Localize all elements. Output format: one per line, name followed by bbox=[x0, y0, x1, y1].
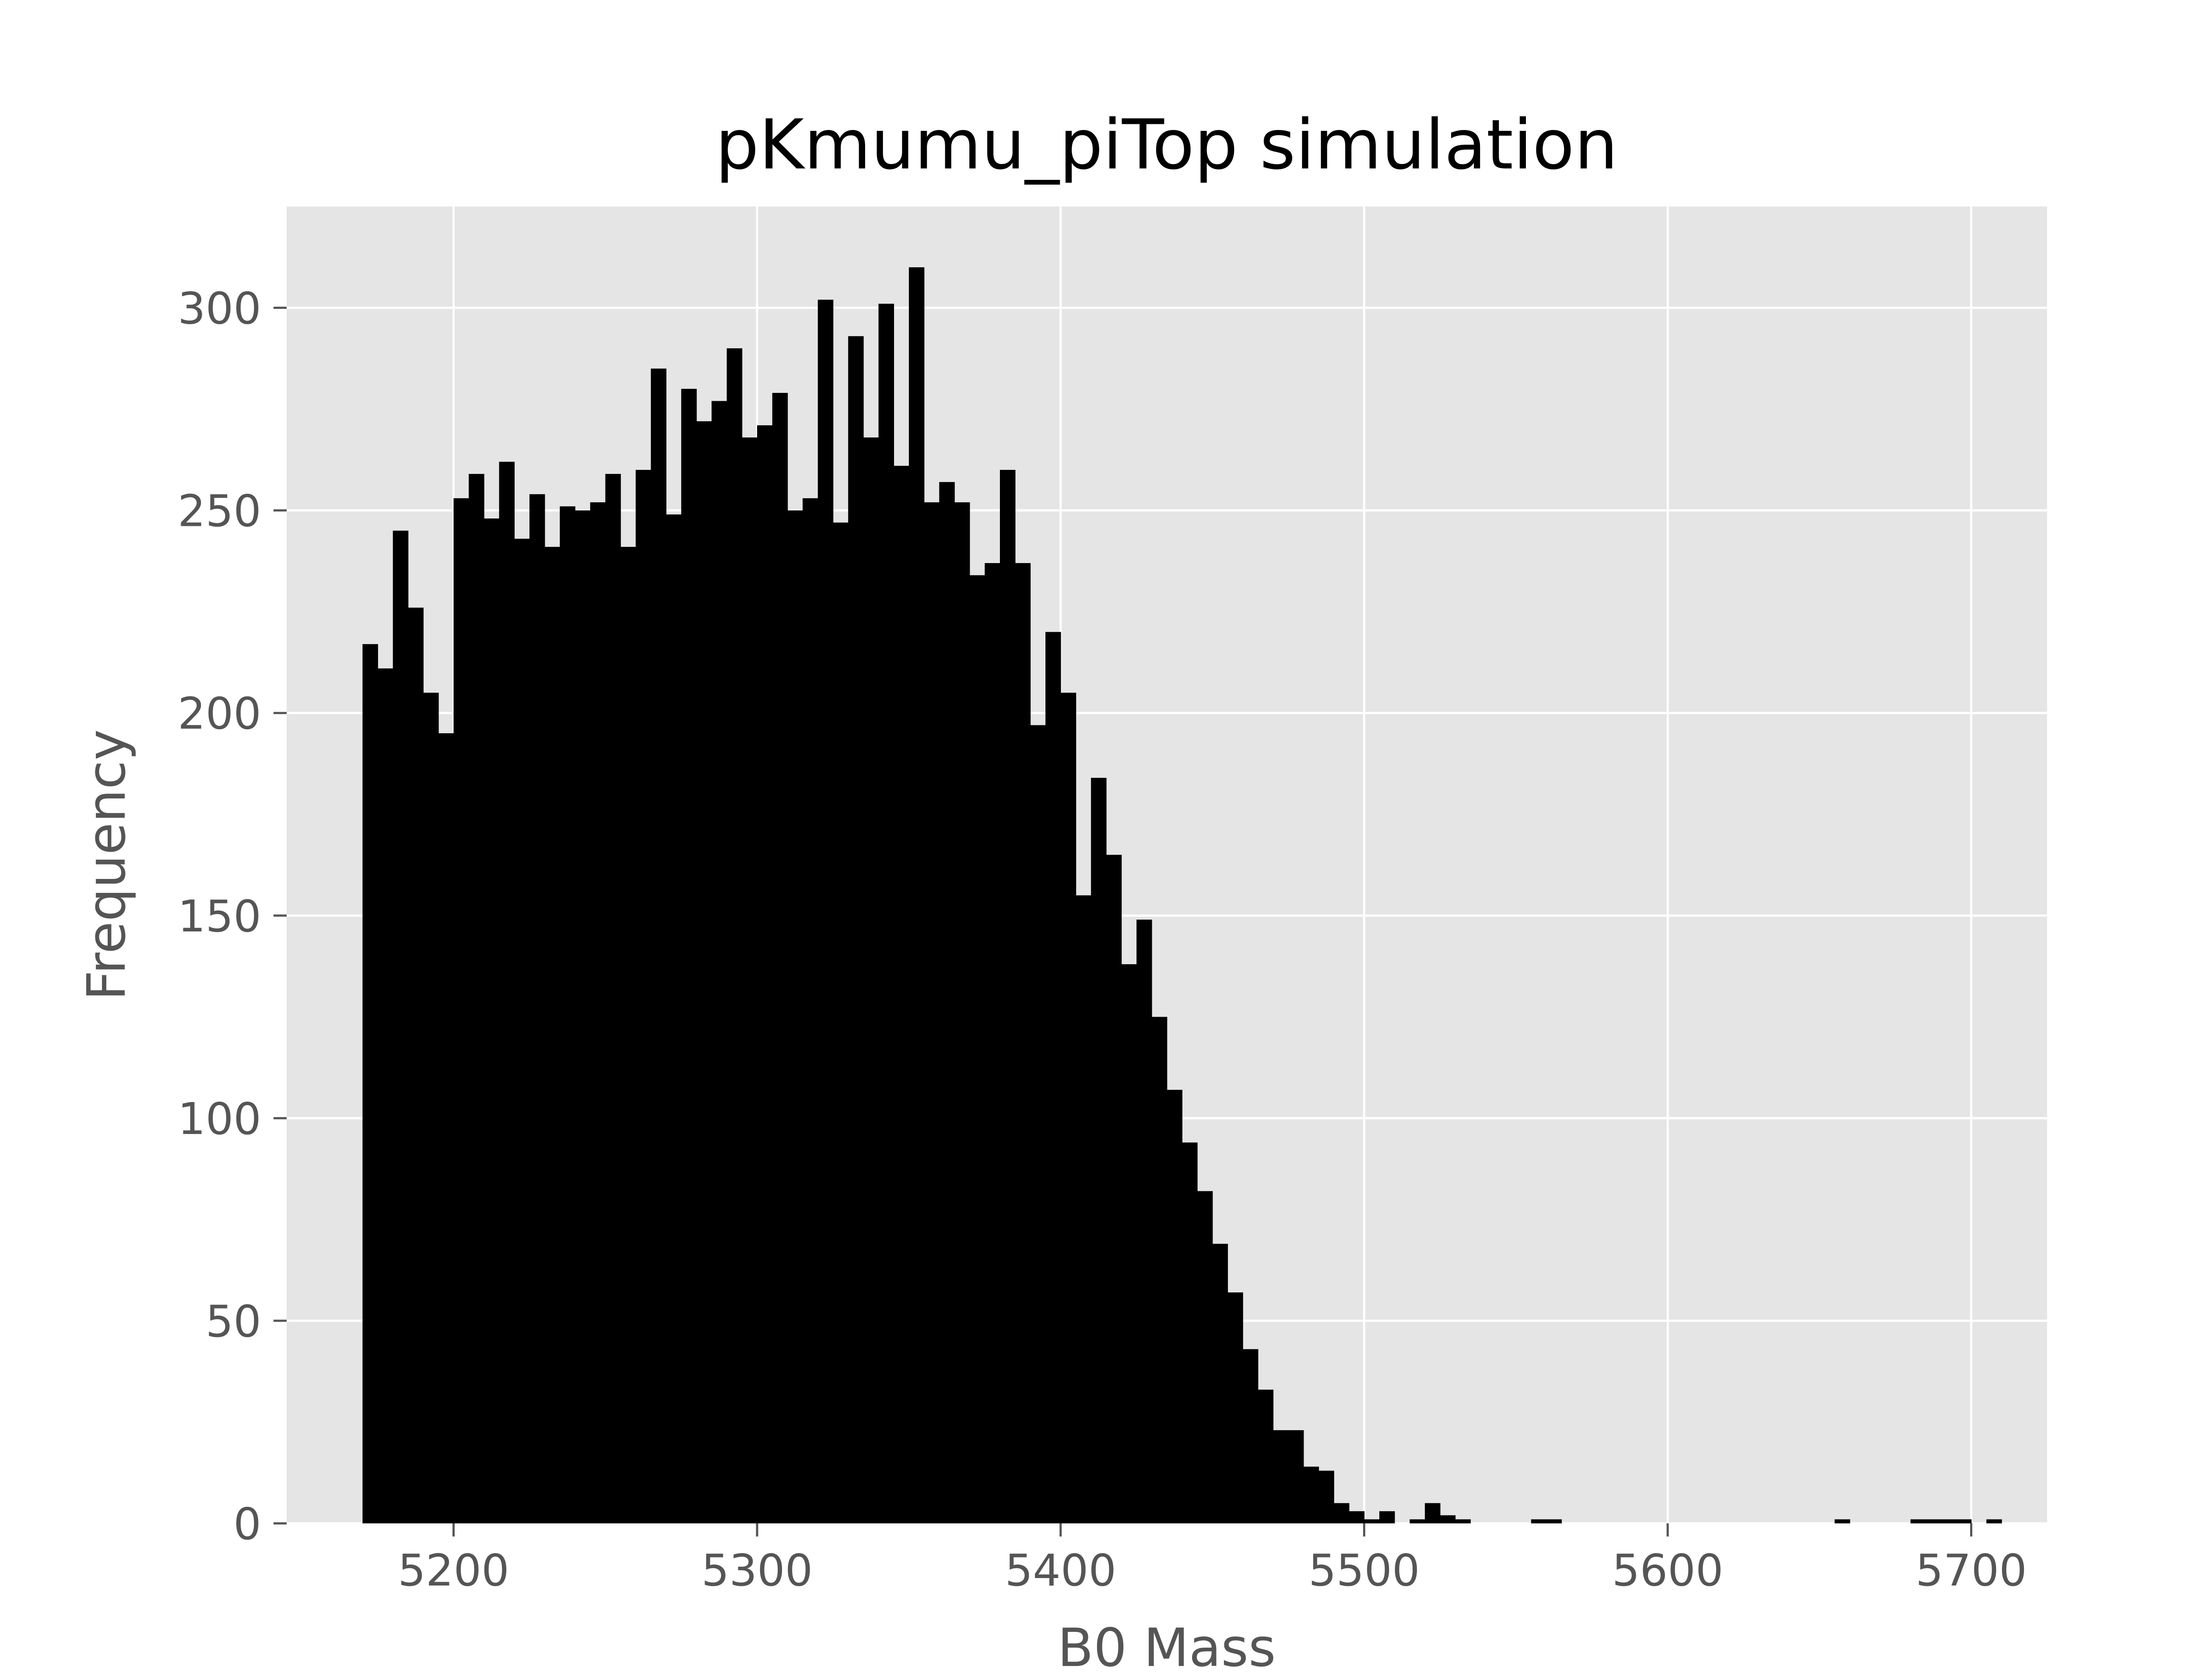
histogram-bar bbox=[1349, 1511, 1365, 1523]
histogram-bar bbox=[1121, 964, 1137, 1523]
histogram-bar bbox=[1000, 470, 1016, 1523]
histogram-bar bbox=[726, 348, 743, 1524]
histogram-bar bbox=[939, 482, 955, 1523]
histogram-bar bbox=[1015, 563, 1031, 1523]
histogram-bar bbox=[469, 474, 484, 1523]
histogram-bars bbox=[362, 267, 2002, 1524]
histogram-bar bbox=[1258, 1390, 1274, 1523]
histogram-bar bbox=[1956, 1519, 1972, 1523]
y-tick-label: 250 bbox=[178, 486, 261, 537]
histogram-bar bbox=[833, 522, 849, 1524]
histogram-bar bbox=[681, 388, 697, 1523]
histogram-bar bbox=[362, 644, 378, 1523]
histogram-bar bbox=[1212, 1243, 1228, 1523]
histogram-bar bbox=[378, 668, 393, 1523]
histogram-bar bbox=[803, 498, 818, 1523]
histogram-bar bbox=[712, 401, 727, 1524]
histogram-bar bbox=[1333, 1503, 1350, 1523]
histogram-bar bbox=[514, 539, 530, 1523]
histogram-bar bbox=[1242, 1349, 1259, 1523]
y-tick-label: 300 bbox=[178, 283, 261, 334]
histogram-bar bbox=[1318, 1470, 1334, 1523]
histogram-bar bbox=[529, 494, 545, 1523]
histogram-bar bbox=[1455, 1519, 1471, 1523]
histogram-bar bbox=[1182, 1142, 1198, 1523]
histogram-bar bbox=[1227, 1292, 1243, 1523]
histogram-bar bbox=[453, 498, 469, 1523]
y-tick-label: 0 bbox=[233, 1498, 261, 1550]
x-axis-label: B0 Mass bbox=[1058, 1618, 1276, 1679]
histogram-bar bbox=[1076, 895, 1091, 1523]
histogram-bar bbox=[1288, 1430, 1304, 1523]
histogram-bar bbox=[908, 267, 925, 1523]
chart-title: pKmumu_piTop simulation bbox=[715, 105, 1618, 185]
histogram-bar bbox=[1925, 1519, 1942, 1523]
histogram-bar bbox=[1045, 632, 1061, 1523]
histogram-bar bbox=[757, 425, 773, 1523]
histogram-bar bbox=[1106, 854, 1122, 1523]
x-tick-label: 5600 bbox=[1612, 1545, 1724, 1596]
histogram-bar bbox=[1136, 920, 1152, 1523]
histogram-bar bbox=[742, 437, 757, 1523]
histogram-bar bbox=[1425, 1503, 1441, 1523]
histogram-bar bbox=[1910, 1519, 1926, 1523]
histogram-bar bbox=[787, 510, 803, 1524]
histogram-bar bbox=[1834, 1519, 1850, 1523]
histogram-bar bbox=[423, 693, 439, 1523]
histogram-bar bbox=[484, 518, 500, 1523]
histogram-bar bbox=[772, 393, 788, 1523]
histogram-bar bbox=[848, 336, 864, 1524]
histogram-bar bbox=[1273, 1430, 1289, 1523]
histogram-bar bbox=[393, 530, 409, 1523]
histogram-bar bbox=[1091, 777, 1107, 1523]
histogram-bar bbox=[817, 300, 834, 1523]
histogram-bar bbox=[635, 470, 652, 1523]
histogram-bar bbox=[1060, 693, 1076, 1523]
histogram-bar bbox=[894, 466, 909, 1524]
histogram-bar bbox=[878, 304, 894, 1524]
histogram-bar bbox=[1151, 1017, 1168, 1523]
y-tick-label: 50 bbox=[206, 1296, 261, 1347]
histogram-bar bbox=[560, 506, 575, 1523]
histogram-bar bbox=[1986, 1519, 2002, 1523]
histogram-bar bbox=[651, 368, 666, 1524]
histogram-bar bbox=[1546, 1519, 1562, 1523]
histogram-bar bbox=[1531, 1519, 1547, 1523]
y-tick-label: 200 bbox=[178, 688, 261, 739]
axis-ticks: 5200 5300 5400 5500 5600 5700 0 50 100 150 200 250 3… bbox=[178, 283, 2027, 1596]
histogram-bar bbox=[1030, 725, 1046, 1523]
histogram-bar bbox=[1303, 1466, 1319, 1523]
histogram-bar bbox=[1410, 1519, 1425, 1523]
x-tick-label: 5200 bbox=[398, 1545, 509, 1596]
y-axis-label: Frequency bbox=[77, 729, 137, 1001]
histogram-bar bbox=[1379, 1511, 1395, 1523]
histogram-bar bbox=[969, 575, 985, 1523]
histogram-bar bbox=[408, 607, 424, 1523]
histogram-bar bbox=[985, 563, 1000, 1523]
histogram-bar bbox=[575, 510, 591, 1524]
histogram-bar bbox=[863, 437, 879, 1523]
histogram-bar bbox=[544, 546, 561, 1523]
histogram-bar bbox=[954, 502, 970, 1523]
histogram-bar bbox=[1440, 1515, 1456, 1523]
histogram-bar bbox=[696, 421, 712, 1523]
x-tick-label: 5300 bbox=[701, 1545, 813, 1596]
histogram-bar bbox=[590, 502, 606, 1523]
histogram-bar bbox=[1364, 1519, 1380, 1523]
histogram-bar bbox=[1197, 1191, 1213, 1523]
histogram-bar bbox=[1941, 1519, 1957, 1523]
histogram-bar bbox=[605, 474, 621, 1523]
y-tick-label: 150 bbox=[178, 891, 261, 942]
histogram-bar bbox=[620, 546, 636, 1523]
histogram-bar bbox=[1167, 1090, 1182, 1523]
histogram-bar bbox=[499, 462, 515, 1523]
histogram-bar bbox=[438, 733, 454, 1523]
histogram-bar bbox=[666, 514, 682, 1523]
histogram-bar bbox=[924, 502, 940, 1523]
x-tick-label: 5400 bbox=[1005, 1545, 1116, 1596]
x-tick-label: 5500 bbox=[1308, 1545, 1420, 1596]
x-tick-label: 5700 bbox=[1915, 1545, 2027, 1596]
y-tick-label: 100 bbox=[178, 1093, 261, 1144]
